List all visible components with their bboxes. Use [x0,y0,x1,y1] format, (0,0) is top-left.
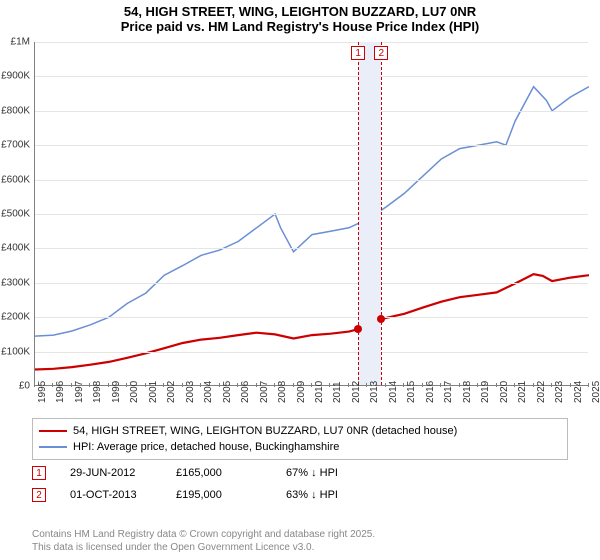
legend-label: HPI: Average price, detached house, Buck… [73,441,339,453]
sale-price: £195,000 [176,489,286,501]
legend-label: 54, HIGH STREET, WING, LEIGHTON BUZZARD,… [73,425,457,437]
sale-point [377,315,385,323]
sale-row: 129-JUN-2012£165,00067% ↓ HPI [32,462,568,484]
highlight-band [358,42,381,385]
x-axis-label: 2000 [129,381,140,403]
footer-line-2: This data is licensed under the Open Gov… [32,542,375,555]
x-axis-label: 2002 [166,381,177,403]
sale-point [354,325,362,333]
y-axis-label: £700K [1,140,30,151]
y-axis-label: £0 [19,381,30,392]
x-axis-label: 2015 [406,381,417,403]
x-axis-label: 2013 [369,381,380,403]
legend: 54, HIGH STREET, WING, LEIGHTON BUZZARD,… [32,418,568,460]
y-axis-label: £400K [1,243,30,254]
chart-subtitle: Price paid vs. HM Land Registry's House … [0,19,600,34]
y-axis-label: £200K [1,312,30,323]
x-axis-label: 2006 [240,381,251,403]
x-axis-label: 2003 [185,381,196,403]
y-axis-label: £800K [1,105,30,116]
x-axis-label: 2011 [332,381,343,403]
x-axis-label: 2019 [480,381,491,403]
legend-item: HPI: Average price, detached house, Buck… [39,439,561,455]
x-axis-label: 1998 [92,381,103,403]
x-axis-label: 2007 [259,381,270,403]
x-axis-label: 2023 [554,381,565,403]
sale-row: 201-OCT-2013£195,00063% ↓ HPI [32,484,568,506]
legend-swatch [39,446,67,448]
sale-marker: 1 [351,46,365,60]
x-axis-label: 1999 [111,381,122,403]
sale-marker: 2 [32,488,46,502]
x-axis-label: 2022 [536,381,547,403]
sale-vs-hpi: 67% ↓ HPI [286,467,396,479]
footer-attribution: Contains HM Land Registry data © Crown c… [32,529,375,554]
y-axis-label: £900K [1,71,30,82]
series-line [35,274,589,369]
x-axis-label: 2001 [148,381,159,403]
y-axis-label: £300K [1,277,30,288]
x-axis-label: 2018 [462,381,473,403]
x-axis-label: 1997 [74,381,85,403]
y-axis-label: £600K [1,174,30,185]
x-axis-label: 2021 [517,381,528,403]
x-axis-label: 2005 [222,381,233,403]
sale-price: £165,000 [176,467,286,479]
legend-swatch [39,430,67,432]
x-axis-label: 2024 [573,381,584,403]
x-axis-label: 1996 [55,381,66,403]
sale-date: 01-OCT-2013 [46,489,176,501]
sales-table: 129-JUN-2012£165,00067% ↓ HPI201-OCT-201… [32,462,568,506]
y-axis-label: £1M [11,37,30,48]
x-axis-label: 2016 [425,381,436,403]
x-axis-label: 2010 [314,381,325,403]
sale-vs-hpi: 63% ↓ HPI [286,489,396,501]
plot-region: 12 [34,42,588,386]
chart-area: 12 £0£100K£200K£300K£400K£500K£600K£700K… [34,42,588,412]
x-axis-label: 2012 [351,381,362,403]
x-axis-label: 1995 [37,381,48,403]
series-line [35,87,589,336]
x-axis-label: 2017 [443,381,454,403]
x-axis-label: 2009 [296,381,307,403]
x-axis-label: 2008 [277,381,288,403]
sale-marker: 2 [374,46,388,60]
sale-date: 29-JUN-2012 [46,467,176,479]
chart-title-block: 54, HIGH STREET, WING, LEIGHTON BUZZARD,… [0,0,600,34]
footer-line-1: Contains HM Land Registry data © Crown c… [32,529,375,542]
x-axis-label: 2004 [203,381,214,403]
legend-item: 54, HIGH STREET, WING, LEIGHTON BUZZARD,… [39,423,561,439]
sale-marker: 1 [32,466,46,480]
y-axis-label: £500K [1,209,30,220]
y-axis-label: £100K [1,346,30,357]
x-axis-label: 2025 [591,381,600,403]
x-axis-label: 2020 [499,381,510,403]
x-axis-label: 2014 [388,381,399,403]
chart-title: 54, HIGH STREET, WING, LEIGHTON BUZZARD,… [0,4,600,19]
